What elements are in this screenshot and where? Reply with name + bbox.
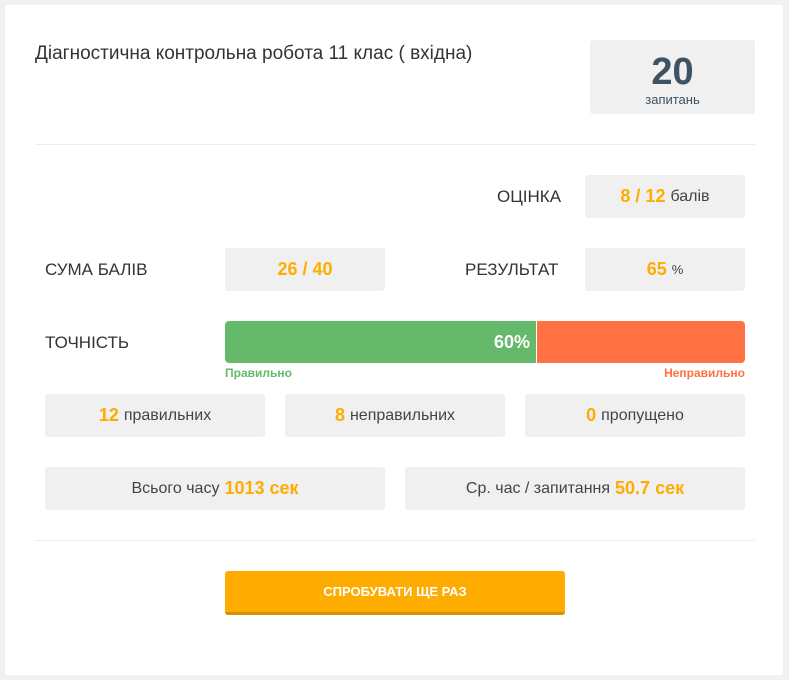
score-sum-box: 26 / 40 [225,248,385,291]
result-box: 65% [585,248,745,291]
incorrect-count: 8 [334,405,345,425]
correct-count-box: 12 правильних [45,394,265,437]
score-sum-value: 26 / 40 [277,259,333,279]
total-time-value: 1013 сек [224,478,299,498]
questions-label: запитань [645,92,700,107]
quiz-title: Діагностична контрольна робота 11 клас (… [35,43,473,64]
result-card: Діагностична контрольна робота 11 клас (… [5,5,783,675]
result-value: 65 [646,259,667,279]
skipped-count-label: пропущено [601,406,684,424]
skipped-count-box: 0 пропущено [525,394,745,437]
avg-time-value: 50.7 сек [615,478,685,498]
questions-count: 20 [651,51,694,93]
total-time-box: Всього часу 1013 сек [45,467,385,510]
incorrect-count-box: 8 неправильних [285,394,505,437]
correct-count: 12 [98,405,119,425]
avg-time-box: Ср. час / запитання 50.7 сек [405,467,745,510]
accuracy-percent: 60% [493,331,530,352]
incorrect-count-label: неправильних [349,406,456,424]
total-time-label: Всього часу [131,479,220,497]
accuracy-bar: 60% [225,321,745,363]
result-unit: % [671,262,684,277]
skipped-count: 0 [586,405,597,425]
result-label: РЕЗУЛЬТАТ [465,260,559,279]
grade-value: 8 / 12 [620,186,666,206]
correct-legend: Правильно [225,366,292,380]
accuracy-correct-fill: 60% [225,321,537,363]
avg-time-label: Ср. час / запитання [465,479,611,497]
divider [35,144,755,145]
accuracy-label: ТОЧНІСТЬ [45,333,130,352]
score-sum-label: СУМА БАЛІВ [45,260,148,279]
grade-box: 8 / 12 балів [585,175,745,218]
questions-count-box: 20 запитань [590,40,755,114]
incorrect-legend: Неправильно [664,366,745,380]
grade-label: ОЦІНКА [497,187,562,206]
accuracy-incorrect-fill [537,321,745,363]
retry-button[interactable]: СПРОБУВАТИ ЩЕ РАЗ [225,571,565,615]
correct-count-label: правильних [123,406,212,424]
divider [35,540,755,541]
grade-unit: балів [670,187,710,205]
